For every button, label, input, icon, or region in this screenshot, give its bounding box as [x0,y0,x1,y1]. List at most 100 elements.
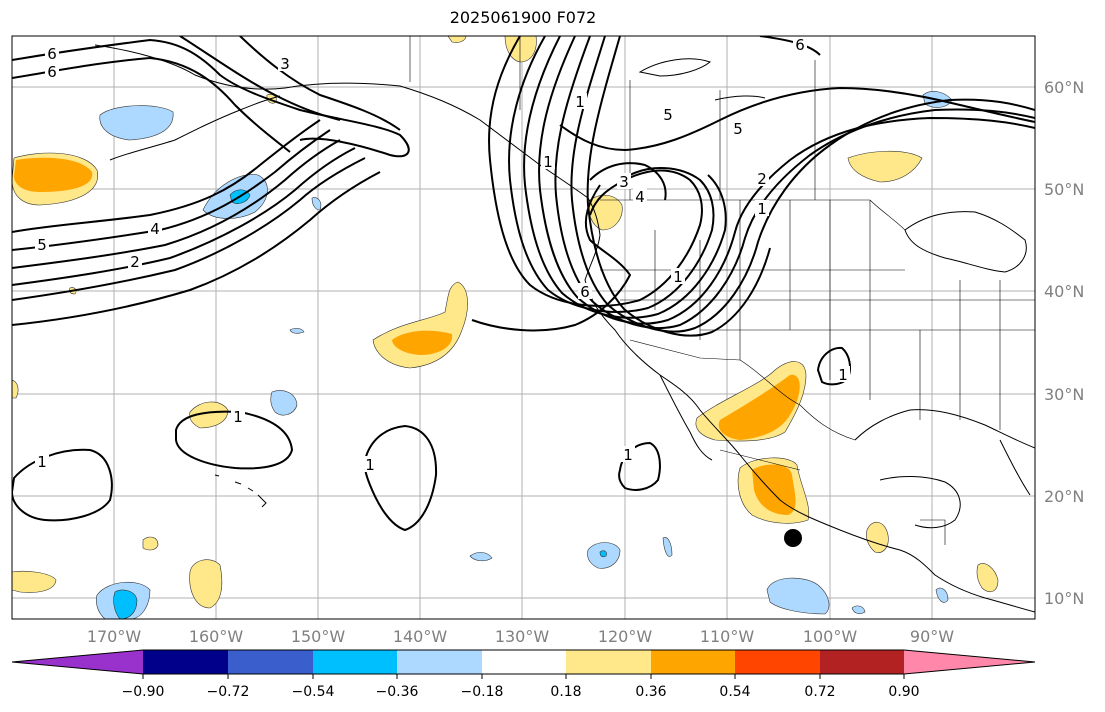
contour-line [559,86,1035,152]
contour-label-bg [633,188,647,204]
contour-label-bg [755,170,769,186]
anomaly-fill [599,550,607,558]
colorbar-tick-label: 0.36 [635,684,666,700]
anomaly-fill [189,401,229,429]
anomaly-fill [935,587,949,603]
colorbar-tick-label: 0.54 [719,684,750,700]
us-mexico-border [629,339,856,441]
longitude-label: 150°W [291,627,346,646]
colorbar-tick-label: 0.90 [888,684,919,700]
contour-label: 6 [795,36,805,54]
location-marker [784,529,802,547]
contour-line [239,36,401,131]
contour-label: 1 [623,446,633,464]
contour-label: 1 [757,200,767,218]
anomaly-fill [113,589,138,619]
colorbar-segment [397,650,482,674]
contour-label: 5 [37,236,47,254]
contour-label-bg [148,220,162,236]
contour-line [12,448,113,522]
colorbar: −0.90 −0.72 −0.54 −0.36 −0.18 0.18 0.36 0.54 0.7… [11,649,1036,700]
contour-line [618,441,661,491]
colorbar-tick-label: −0.36 [376,684,419,700]
latitude-label: 40°N [1044,282,1084,301]
baja-peninsula [659,374,713,461]
central-america-line [920,519,946,545]
contour-label: 6 [47,45,57,63]
latitude-label: 10°N [1044,589,1084,608]
contour-label: 1 [233,408,243,426]
contour-label: 2 [130,253,140,271]
contour-label-bg [278,55,292,71]
colorbar-tick-label: −0.72 [207,684,250,700]
contour-line [570,36,1035,333]
contour-line [363,424,438,532]
contour-label-bg [617,173,631,189]
anomaly-fill [662,537,673,557]
colorbar-tick-label: −0.18 [461,684,504,700]
longitude-label: 140°W [393,627,448,646]
contour-label-bg [45,45,59,61]
contour-line [523,36,727,319]
contour-label-bg [541,153,555,169]
anomaly-fill [766,577,830,615]
contour-label-bg [573,93,587,109]
contour-line [12,38,410,158]
contour-label-bg [793,36,807,52]
contour-line [12,139,341,269]
anomaly-fill [189,559,223,609]
anomaly-fill [12,379,19,399]
contour-label-bg [755,200,769,216]
anomaly-fill [12,570,57,593]
contour-line [179,36,341,121]
colorbar-segment [228,650,313,674]
latitude-label: 30°N [1044,385,1084,404]
contour-label: 4 [635,188,645,206]
contour-label-bg [231,408,245,424]
longitude-label: 90°W [910,627,954,646]
contour-line [12,171,381,326]
map-title: 2025061900 F072 [449,8,597,27]
colorbar-tick-label: 0.72 [804,684,835,700]
contour-label-bg [35,236,49,252]
contour-label: 3 [619,173,629,191]
contour-label: 1 [673,268,683,286]
contour-line [12,129,331,251]
contour-label: 5 [733,120,743,138]
contour-line [12,119,321,233]
contour-label: 1 [37,453,47,471]
colorbar-tick-label: 0.18 [550,684,581,700]
anomaly-fill [847,150,923,183]
anomaly-fill [469,552,493,562]
contour-label: 1 [543,153,553,171]
contour-label-bg [661,106,675,122]
contour-label: 3 [280,55,290,73]
contour-line [589,162,667,201]
mexico-state-line [719,449,801,471]
great-lakes [904,211,1027,273]
contour-line [12,157,366,301]
contour-line [508,36,715,313]
longitude-label: 130°W [495,627,550,646]
anomaly-fill [99,105,174,141]
contour-line [554,36,1035,329]
anomaly-fill [851,605,866,614]
anomaly-fill [289,327,305,334]
latitude-labels: 60°N 50°N 40°N 30°N 20°N 10°N [1044,78,1084,608]
longitude-label: 120°W [598,627,653,646]
gulf-coast [854,409,1035,449]
contour-line [12,147,356,286]
contour-line [12,56,291,153]
north-america-west-coast [584,234,1035,613]
contour-label: 6 [580,283,590,301]
colorbar-segment [651,650,735,674]
latitude-label: 50°N [1044,180,1084,199]
yucatan [879,475,961,529]
anomaly-fill [14,157,93,192]
florida [999,439,1031,496]
contour-line [816,346,851,386]
hawaii-islands [214,474,267,508]
